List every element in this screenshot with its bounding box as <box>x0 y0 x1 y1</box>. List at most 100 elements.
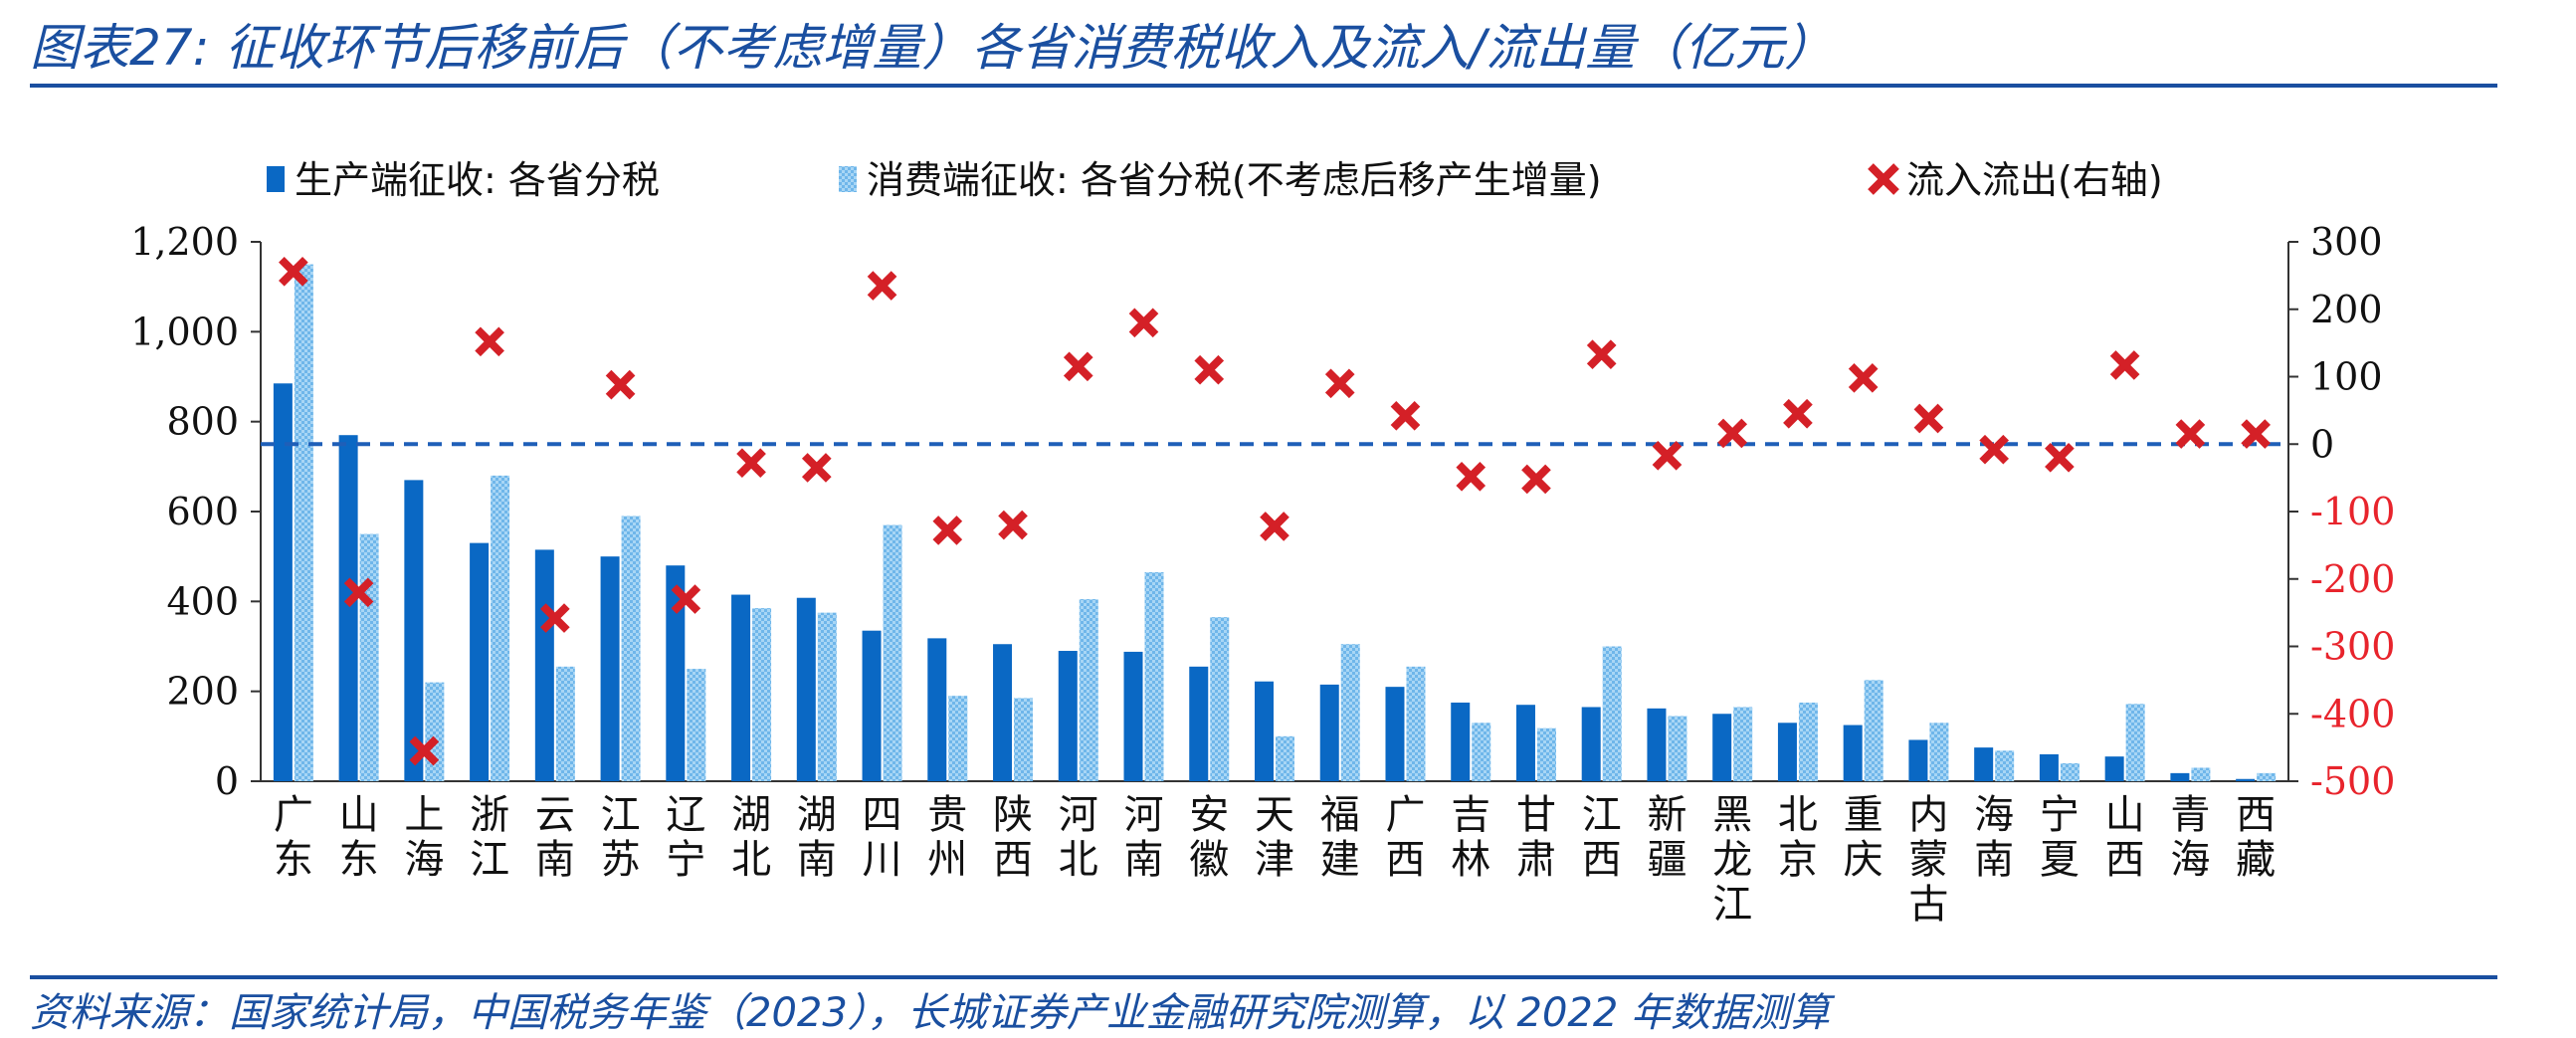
category-label: 西 <box>1582 837 1622 883</box>
category-label: 川 <box>863 837 902 883</box>
flow-marker <box>1586 339 1617 369</box>
category-label: 安 <box>1189 792 1229 838</box>
flow-marker <box>1783 398 1813 429</box>
category-label: 吉 <box>1451 792 1490 838</box>
flow-marker <box>2045 442 2075 473</box>
flow-marker <box>2109 350 2140 380</box>
right-tick-label: -400 <box>2310 692 2395 735</box>
right-tick-label: 100 <box>2310 355 2383 399</box>
bar-production <box>338 435 358 781</box>
bar-production <box>273 383 293 781</box>
bar-consumption <box>817 612 837 781</box>
bar-production <box>600 556 620 781</box>
category-label: 浙 <box>470 792 509 838</box>
flow-marker <box>1260 512 1289 541</box>
category-label: 四 <box>863 792 902 838</box>
flow-marker <box>671 584 701 614</box>
flow-marker <box>475 326 504 357</box>
flow-marker <box>1913 403 1944 434</box>
legend-label-production: 生产端征收: 各省分税 <box>295 158 660 202</box>
source-rule <box>30 975 2497 979</box>
category-label: 肃 <box>1516 837 1556 883</box>
category-label: 京 <box>1778 837 1818 883</box>
legend-label-flow: 流入流出(右轴) <box>1906 158 2163 202</box>
flow-marker <box>801 453 832 483</box>
bar-consumption <box>1602 646 1622 781</box>
flow-marker <box>867 271 897 301</box>
flow-marker <box>1324 368 1355 399</box>
right-tick-label: -100 <box>2310 490 2395 533</box>
category-label: 南 <box>535 837 575 883</box>
bar-production <box>927 638 947 781</box>
flow-marker <box>343 577 374 608</box>
legend-label-consumption: 消费端征收: 各省分税(不考虑后移产生增量) <box>867 158 1602 202</box>
category-label: 河 <box>1059 792 1098 838</box>
category-label: 疆 <box>1647 837 1686 883</box>
category-label: 东 <box>274 837 313 883</box>
bar-production <box>1123 651 1143 781</box>
flow-marker <box>1456 461 1486 492</box>
category-label: 蒙 <box>1908 837 1948 883</box>
bar-consumption <box>2257 772 2277 781</box>
bar-production <box>2236 778 2256 781</box>
source-note: 资料来源：国家统计局，中国税务年鉴（2023），长城证券产业金融研究院测算，以 … <box>30 990 1831 1036</box>
legend-swatch-flow <box>1868 163 1899 195</box>
category-label: 江 <box>470 837 509 883</box>
right-tick-label: -200 <box>2310 557 2395 601</box>
bar-production <box>993 644 1013 781</box>
category-label: 南 <box>1974 837 2014 883</box>
bar-consumption <box>1144 571 1164 781</box>
flow-marker <box>2241 419 2271 449</box>
category-label: 南 <box>797 837 837 883</box>
category-label: 苏 <box>601 837 641 883</box>
bar-consumption <box>1798 702 1818 781</box>
category-label: 陕 <box>993 792 1033 838</box>
category-label: 山 <box>2105 792 2145 838</box>
category-label: 天 <box>1255 792 1294 838</box>
bar-production <box>1647 708 1667 781</box>
category-label: 龙 <box>1712 837 1752 883</box>
flow-marker <box>1848 363 1879 393</box>
category-label: 林 <box>1451 837 1490 883</box>
bar-consumption <box>752 608 772 781</box>
bar-production <box>1712 714 1732 781</box>
category-label: 内 <box>1908 792 1948 838</box>
chart-title: 图表27: 征收环节后移前后（不考虑增量）各省消费税收入及流入/流出量（亿元） <box>30 19 1835 77</box>
bar-consumption <box>948 696 968 781</box>
title-rule <box>30 84 2497 88</box>
bar-production <box>1581 707 1601 781</box>
bar-consumption <box>1472 723 1491 781</box>
legend-swatch-production <box>267 166 285 192</box>
flow-marker <box>998 510 1028 540</box>
category-label: 山 <box>339 792 379 838</box>
left-tick-label: 0 <box>215 759 239 803</box>
bar-consumption <box>1014 698 1034 781</box>
flow-marker <box>1194 354 1225 385</box>
category-label: 西 <box>1385 837 1425 883</box>
category-label: 青 <box>2170 792 2210 838</box>
left-tick-label: 400 <box>166 579 239 623</box>
category-label: 海 <box>404 837 444 883</box>
bar-consumption <box>1079 599 1098 781</box>
bar-consumption <box>1929 723 1949 781</box>
category-label: 西 <box>993 837 1033 883</box>
category-label: 建 <box>1320 837 1360 883</box>
category-label: 西 <box>2105 837 2145 883</box>
bar-production <box>2104 756 2124 781</box>
category-label: 广 <box>274 792 313 838</box>
bar-consumption <box>294 264 313 781</box>
bar-consumption <box>1733 707 1753 781</box>
category-label: 古 <box>1908 882 1948 928</box>
right-tick-label: 200 <box>2310 288 2383 331</box>
left-tick-label: 200 <box>166 670 239 714</box>
legend-swatch-consumption <box>839 166 857 192</box>
right-tick-label: 300 <box>2310 220 2383 264</box>
category-label: 徽 <box>1189 837 1229 883</box>
category-label: 庆 <box>1844 837 1883 883</box>
right-tick-label: 0 <box>2310 422 2334 466</box>
flow-marker <box>1652 440 1683 471</box>
bar-production <box>796 597 816 781</box>
left-tick-label: 800 <box>166 400 239 444</box>
left-tick-label: 600 <box>166 490 239 533</box>
category-label: 湖 <box>797 792 837 838</box>
